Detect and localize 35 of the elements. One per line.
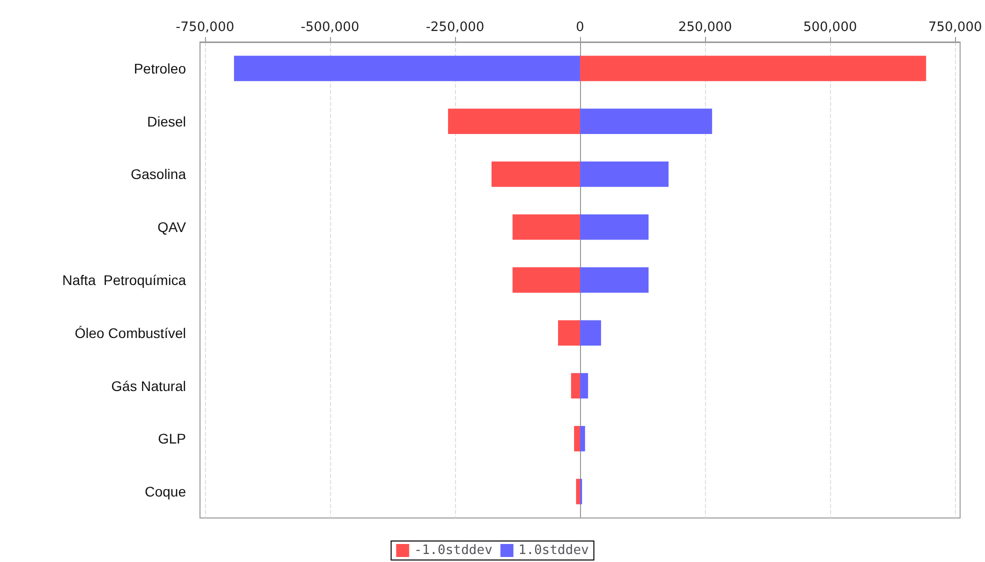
bar: [558, 320, 580, 346]
legend-label: -1.0stddev: [414, 543, 493, 558]
bar: [580, 214, 649, 240]
bar: [580, 426, 586, 452]
y-tick-label: GLP: [158, 430, 186, 447]
bar: [512, 267, 580, 293]
x-tick-label: 750,000: [928, 20, 982, 35]
bar: [580, 108, 712, 134]
x-tick-label: 500,000: [803, 20, 857, 35]
bar: [234, 56, 580, 82]
x-tick-label: -750,000: [176, 20, 234, 35]
bar: [580, 320, 602, 346]
bar: [448, 108, 580, 134]
bar: [576, 478, 580, 504]
bar: [574, 426, 580, 452]
bar: [580, 267, 649, 293]
x-tick-label: 250,000: [678, 20, 732, 35]
bar: [580, 56, 926, 82]
y-tick-label: Gás Natural: [111, 378, 186, 394]
y-tick-label: Petroleo: [134, 60, 186, 76]
y-tick-label: Coque: [144, 484, 186, 500]
legend-label: 1.0stddev: [518, 543, 590, 558]
bar: [580, 162, 669, 187]
x-tick-label: -500,000: [300, 20, 360, 35]
y-tick-label: Gasolina: [130, 166, 186, 182]
x-tick-label: 0: [576, 20, 584, 35]
bar: [492, 162, 580, 187]
x-tick-label: -250,000: [426, 20, 484, 35]
y-tick-label: Nafta Petroquímica: [62, 272, 186, 288]
y-tick-label: QAV: [157, 219, 187, 236]
y-tick-label: Óleo Combustível: [74, 324, 186, 341]
bar: [571, 373, 580, 398]
bar: [580, 373, 588, 398]
bar: [512, 214, 580, 240]
y-tick-label: Diesel: [147, 113, 186, 130]
